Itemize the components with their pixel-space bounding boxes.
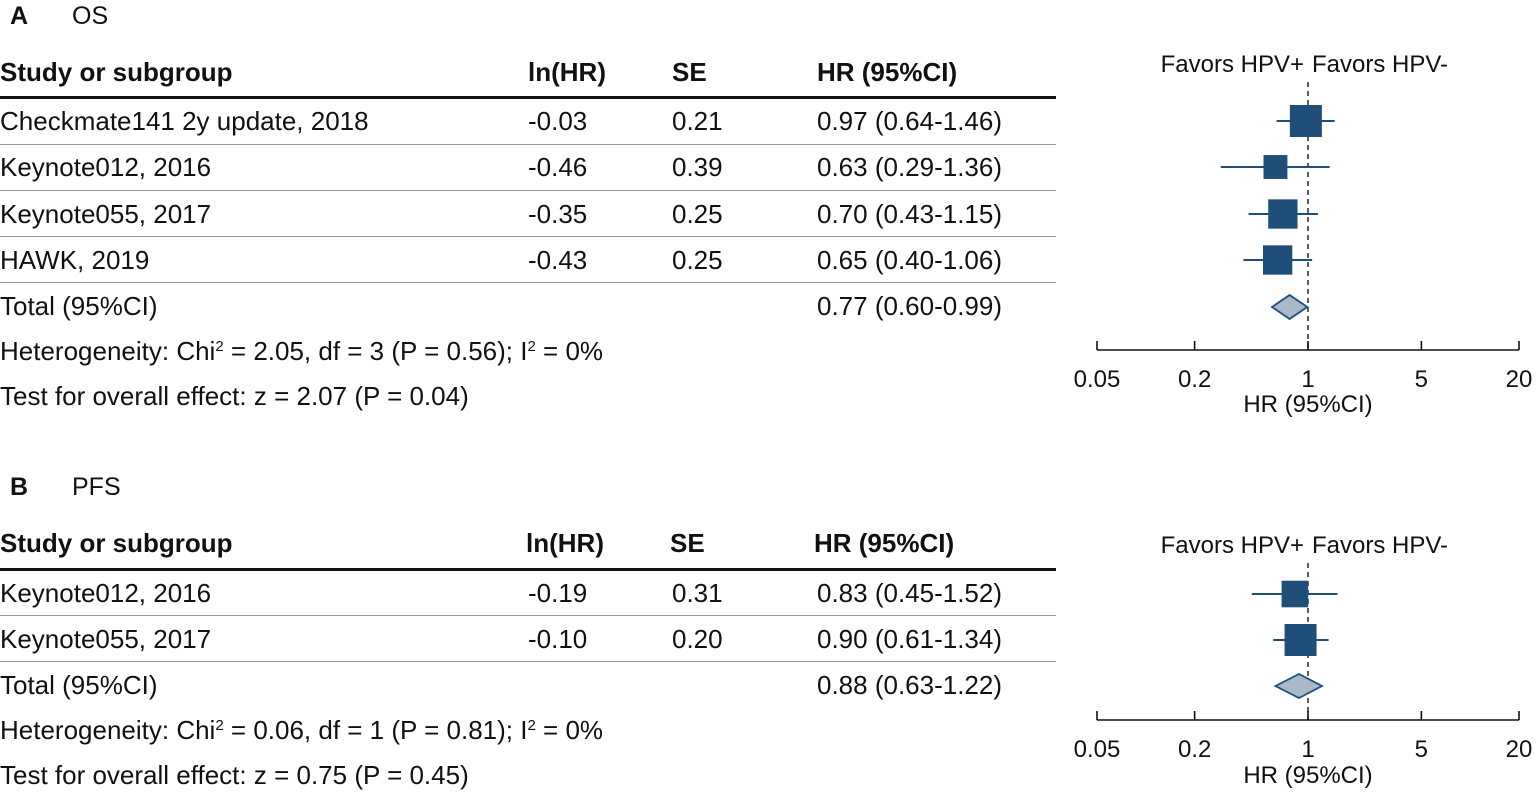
forest-plot: Favors HPV+ Favors HPV- 0.05 0.2 1 5 20 HR (95%… xyxy=(1050,0,1536,440)
study-name: Keynote055, 2017 xyxy=(0,624,212,654)
x-tick-label: 0.05 xyxy=(1074,366,1121,393)
study-se: 0.25 xyxy=(672,245,723,275)
row-divider xyxy=(0,236,1056,237)
row-divider xyxy=(0,144,1056,145)
hr-marker xyxy=(1289,105,1322,137)
total-label: Total (95%CI) xyxy=(0,291,158,321)
study-lnhr: -0.03 xyxy=(528,106,588,136)
hr-marker xyxy=(1268,199,1298,229)
col-header-study: Study or subgroup xyxy=(0,57,233,87)
study-name: HAWK, 2019 xyxy=(0,245,150,275)
total-hr: 0.88 (0.63-1.22) xyxy=(817,670,1003,700)
x-tick-label: 1 xyxy=(1301,366,1314,393)
study-se: 0.39 xyxy=(672,152,723,182)
x-axis-label: HR (95%CI) xyxy=(1243,762,1372,789)
panel-title: OS xyxy=(72,2,109,30)
panel-os: A OS Study or subgroup ln(HR) SE HR (95%C… xyxy=(0,0,1536,440)
col-header-study: Study or subgroup xyxy=(0,528,233,558)
forest-plot: Favors HPV+ Favors HPV- 0.05 0.2 1 5 20 HR (95%… xyxy=(1050,470,1536,802)
panel-letter: B xyxy=(10,473,29,501)
favors-left-label: Favors HPV+ xyxy=(1161,532,1304,559)
panel-heading: B PFS xyxy=(10,473,121,502)
study-lnhr: -0.43 xyxy=(528,245,588,275)
col-header-hr: HR (95%CI) xyxy=(814,528,955,558)
study-name: Keynote055, 2017 xyxy=(0,199,212,229)
row-divider xyxy=(0,282,1056,283)
total-label: Total (95%CI) xyxy=(0,670,158,700)
study-hr: 0.70 (0.43-1.15) xyxy=(817,199,1003,229)
study-hr: 0.63 (0.29-1.36) xyxy=(817,152,1003,182)
x-tick-label: 0.05 xyxy=(1074,736,1121,763)
study-lnhr: -0.19 xyxy=(528,578,588,608)
x-axis-label: HR (95%CI) xyxy=(1243,391,1372,418)
panel-letter: A xyxy=(10,2,29,30)
study-hr: 0.65 (0.40-1.06) xyxy=(817,245,1003,275)
header-rule xyxy=(0,568,1056,571)
study-hr: 0.83 (0.45-1.52) xyxy=(817,578,1003,608)
row-divider xyxy=(0,661,1056,662)
study-se: 0.31 xyxy=(672,578,723,608)
x-tick-label: 5 xyxy=(1415,366,1428,393)
heterogeneity-text: Heterogeneity: Chi2 = 2.05, df = 3 (P = … xyxy=(0,336,604,366)
col-header-se: SE xyxy=(670,528,705,558)
hr-marker xyxy=(1263,155,1288,179)
forest-plot-svg: Favors HPV+ Favors HPV- 0.05 0.2 1 5 20 HR (95%… xyxy=(1074,51,1533,418)
study-hr: 0.97 (0.64-1.46) xyxy=(817,106,1003,136)
panel-title: PFS xyxy=(72,473,121,501)
favors-left-label: Favors HPV+ xyxy=(1161,51,1304,78)
pooled-diamond xyxy=(1270,293,1309,321)
col-header-lnhr: ln(HR) xyxy=(526,528,604,558)
row-divider xyxy=(0,190,1056,191)
hr-marker xyxy=(1263,245,1293,275)
study-se: 0.21 xyxy=(672,106,723,136)
favors-right-label: Favors HPV- xyxy=(1312,532,1448,559)
panel-heading: A OS xyxy=(10,2,108,31)
pooled-diamond xyxy=(1273,672,1324,700)
overall-effect-text: Test for overall effect: z = 2.07 (P = 0… xyxy=(0,381,469,411)
col-header-lnhr: ln(HR) xyxy=(528,57,606,87)
x-tick-label: 0.2 xyxy=(1178,366,1211,393)
study-name: Keynote012, 2016 xyxy=(0,578,212,608)
heterogeneity-text: Heterogeneity: Chi2 = 0.06, df = 1 (P = … xyxy=(0,715,604,745)
col-header-se: SE xyxy=(672,57,707,87)
study-name: Checkmate141 2y update, 2018 xyxy=(0,106,369,136)
study-hr: 0.90 (0.61-1.34) xyxy=(817,624,1003,654)
row-divider xyxy=(0,615,1056,616)
x-tick-label: 20 xyxy=(1506,736,1533,763)
overall-effect-text: Test for overall effect: z = 0.75 (P = 0… xyxy=(0,760,469,790)
panel-pfs: B PFS Study or subgroup ln(HR) SE HR (95%… xyxy=(0,470,1536,802)
study-lnhr: -0.46 xyxy=(528,152,588,182)
hr-marker xyxy=(1284,624,1317,656)
forest-plot-svg: Favors HPV+ Favors HPV- 0.05 0.2 1 5 20 HR (95%… xyxy=(1074,532,1533,789)
study-lnhr: -0.10 xyxy=(528,624,588,654)
header-rule xyxy=(0,96,1056,99)
col-header-hr: HR (95%CI) xyxy=(817,57,958,87)
study-se: 0.25 xyxy=(672,199,723,229)
study-name: Keynote012, 2016 xyxy=(0,152,212,182)
x-tick-label: 0.2 xyxy=(1178,736,1211,763)
total-hr: 0.77 (0.60-0.99) xyxy=(817,291,1003,321)
hr-marker xyxy=(1281,580,1309,608)
x-tick-label: 5 xyxy=(1415,736,1428,763)
x-tick-label: 20 xyxy=(1506,366,1533,393)
x-tick-label: 1 xyxy=(1301,736,1314,763)
favors-right-label: Favors HPV- xyxy=(1312,51,1448,78)
study-se: 0.20 xyxy=(672,624,723,654)
study-lnhr: -0.35 xyxy=(528,199,588,229)
